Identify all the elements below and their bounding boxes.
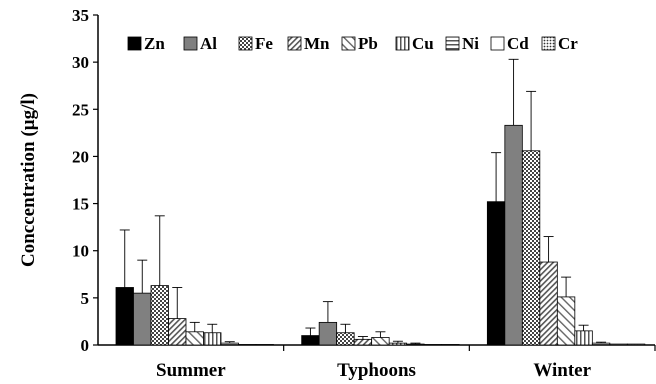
bar-ni [406,343,425,346]
legend-label-pb: Pb [358,34,378,53]
bar-cr [626,343,646,346]
y-tick-label: 25 [72,100,89,119]
bar-ni [591,342,611,346]
bar-ni [220,342,239,346]
bar-cu [574,330,593,346]
y-tick-label: 10 [72,242,89,261]
x-category-label: Typhoons [337,360,416,381]
legend: Zn Al Fe Mn Pb Cu Ni Cd Cr [127,34,578,53]
bars [115,124,646,346]
legend-label-al: Al [200,34,217,53]
legend-swatch-pb [341,36,356,51]
bar-al [133,292,152,346]
bar-cr [255,344,274,346]
legend-swatch-zn [127,36,142,51]
legend-swatch-cu [395,36,410,51]
legend-swatch-al [183,36,198,51]
legend-label-zn: Zn [144,34,165,53]
bar-zn [115,287,134,346]
bar-cu [388,342,408,346]
bar-fe [150,285,169,346]
bar-zn [486,201,506,346]
legend-label-cd: Cd [507,34,529,53]
bar-al [504,124,523,346]
error-bars [119,58,607,345]
legend-label-fe: Fe [255,34,273,53]
legend-label-mn: Mn [304,34,330,53]
bar-cd [423,344,443,346]
bar-zn [301,335,320,346]
bar-mn [168,318,187,346]
x-category-label: Winter [533,360,591,381]
legend-swatch-cr [541,36,556,51]
bar-cr [441,344,460,346]
bar-cu [203,332,222,346]
bar-cd [238,344,257,346]
y-tick-label: 5 [81,289,90,308]
legend-swatch-fe [238,36,253,51]
legend-label-cr: Cr [558,34,578,53]
bar-pb [556,296,576,346]
legend-label-cu: Cu [412,34,434,53]
x-category-label: Summer [156,360,226,381]
bar-al [318,321,338,346]
y-tick-label: 35 [72,6,89,25]
legend-label-ni: Ni [462,34,479,53]
y-tick-label: 20 [72,147,89,166]
axes: 0 5 10 15 20 25 30 35 Conccentration (µg/l) Summe… [18,6,656,381]
bar-fe [521,150,541,346]
bar-fe [336,332,355,346]
y-axis-title: Conccentration (µg/l) [18,93,39,267]
bar-mn [539,261,558,346]
bar-cd [609,343,628,346]
y-tick-label: 15 [72,195,89,214]
legend-swatch-mn [287,36,302,51]
y-tick-label: 0 [81,336,90,355]
legend-swatch-ni [445,36,460,51]
bar-pb [185,331,204,346]
bar-pb [371,337,390,346]
legend-swatch-cd [490,36,505,51]
bar-mn [353,338,373,346]
y-tick-label: 30 [72,53,89,72]
